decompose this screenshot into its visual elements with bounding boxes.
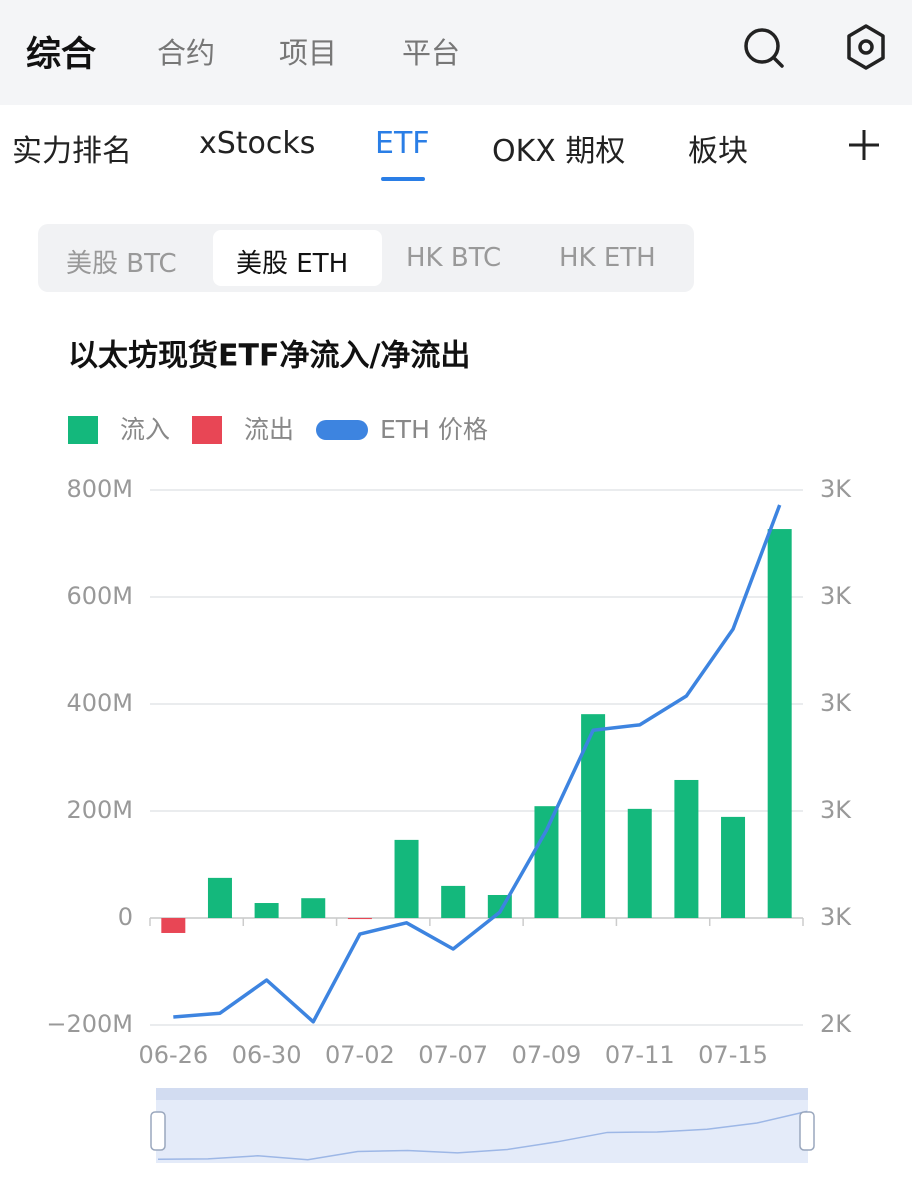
y-tick-label: −200M	[46, 1010, 133, 1038]
subtab[interactable]: OKX 期权	[492, 134, 626, 169]
x-tick-label: 06-30	[232, 1041, 302, 1069]
y2-tick-label: 3K	[820, 582, 852, 610]
chart: 以太坊现货ETF净流入/净流出 流入 流出 ETH 价格 −200M 0 200M 400M…	[46, 339, 852, 1163]
chart-title: 以太坊现货ETF净流入/净流出	[68, 339, 470, 374]
minimap-handle	[150, 1111, 166, 1151]
x-tick-label: 07-02	[325, 1041, 395, 1069]
segment-active[interactable]: 美股 ETH	[236, 249, 349, 279]
legend-swatch	[192, 416, 222, 444]
bar	[394, 839, 419, 918]
search-icon[interactable]	[740, 24, 790, 74]
bar	[441, 885, 466, 918]
tab[interactable]: 平台	[402, 36, 461, 70]
bar	[721, 816, 746, 918]
bar	[674, 779, 699, 918]
bar	[207, 877, 232, 918]
y-tick-label: 400M	[66, 689, 133, 717]
x-tick-label: 07-09	[512, 1041, 582, 1069]
tab[interactable]: 综合	[26, 35, 97, 75]
subtab[interactable]: 板块	[688, 134, 748, 169]
bar	[301, 898, 326, 918]
active-underline	[381, 177, 425, 181]
y2-tick-label: 3K	[820, 475, 852, 503]
subtab[interactable]: 实力排名	[12, 134, 132, 169]
segment[interactable]: HK ETH	[559, 243, 656, 273]
legend-label: 流入	[120, 415, 170, 444]
segmented-control: 美股 BTC 美股 ETH HK BTC HK ETH	[38, 224, 694, 292]
bar	[254, 903, 279, 918]
bar	[627, 808, 652, 918]
bar	[161, 918, 186, 933]
y-tick-label: 0	[118, 903, 133, 931]
legend-swatch	[316, 420, 368, 440]
bar	[767, 529, 792, 918]
minimap-line	[157, 1110, 808, 1161]
y-tick-label: 800M	[66, 475, 133, 503]
legend-label: 流出	[244, 415, 294, 444]
price-line	[173, 504, 782, 1024]
tab[interactable]: 项目	[279, 36, 338, 70]
y-tick-label: 600M	[66, 582, 133, 610]
subtab-active[interactable]: ETF	[375, 126, 430, 161]
bar	[534, 806, 559, 918]
y2-tick-label: 2K	[820, 1010, 852, 1038]
x-tick-label: 07-11	[605, 1041, 675, 1069]
tab[interactable]: 合约	[157, 36, 216, 70]
top-bar: 综合 合约 项目 平台	[0, 0, 912, 105]
segment[interactable]: HK BTC	[406, 243, 502, 273]
x-tick-label: 07-07	[418, 1041, 488, 1069]
legend-label: ETH 价格	[380, 415, 488, 444]
legend-swatch	[68, 416, 98, 444]
bar	[347, 918, 372, 920]
y2-tick-label: 3K	[820, 689, 852, 717]
y2-tick-label: 3K	[820, 796, 852, 824]
segment[interactable]: 美股 BTC	[66, 249, 177, 279]
x-tick-label: 07-15	[698, 1041, 768, 1069]
settings-icon[interactable]	[842, 22, 892, 74]
subtab[interactable]: xStocks	[199, 126, 316, 161]
y2-tick-label: 3K	[820, 903, 852, 931]
x-tick-label: 06-26	[138, 1041, 208, 1069]
minimap-top	[156, 1088, 808, 1100]
segment-active-bg	[213, 230, 382, 286]
y-tick-label: 200M	[66, 796, 133, 824]
minimap-handle	[799, 1111, 815, 1151]
add-icon[interactable]	[846, 127, 882, 163]
